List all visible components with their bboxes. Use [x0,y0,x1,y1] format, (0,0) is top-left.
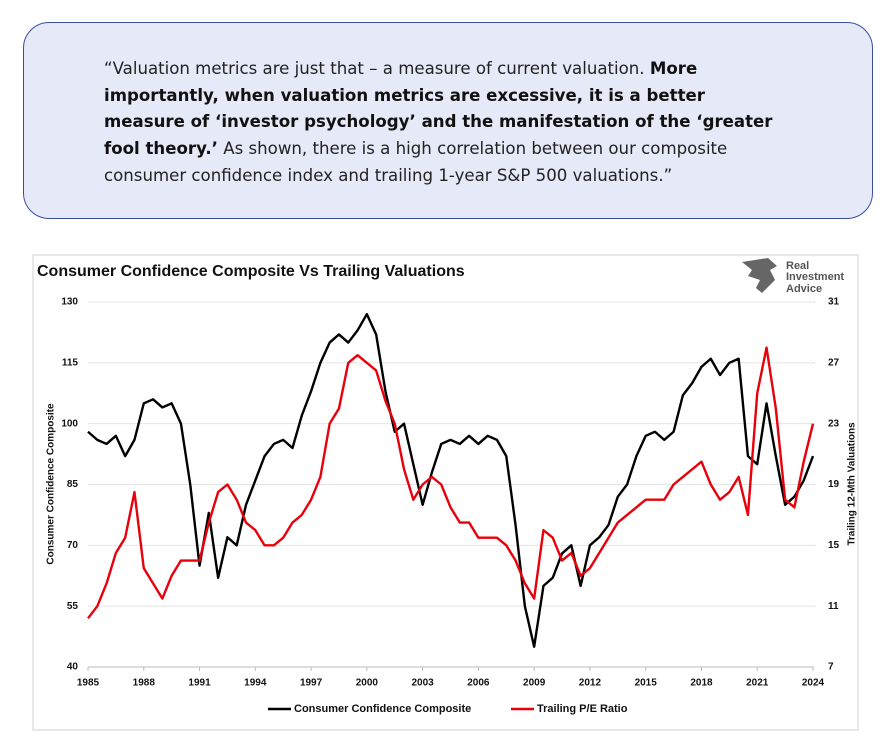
y2-tick-label: 19 [828,479,840,490]
x-tick-label: 2006 [467,678,490,689]
x-tick-label: 1991 [188,678,211,689]
series-line [87,346,815,620]
x-tick-label: 1985 [77,678,100,689]
x-tick-label: 1994 [244,678,267,689]
y-tick-label: 70 [67,540,79,551]
x-tick-label: 1997 [300,678,323,689]
y2-tick-label: 11 [828,601,839,612]
x-tick-label: 2024 [802,678,825,689]
chart-title: Consumer Confidence Composite Vs Trailin… [37,263,465,280]
y-tick-label: 100 [61,418,78,429]
y2-tick-label: 27 [828,357,840,368]
series-line [87,312,815,648]
x-tick-label: 2003 [411,678,434,689]
x-tick-label: 2000 [356,678,379,689]
y-tick-label: 55 [67,601,79,612]
y2-tick-label: 31 [828,297,840,308]
quote-segment: As shown, there is a high correlation be… [104,139,728,185]
quote-segment: “Valuation metrics are just that – a mea… [104,59,650,78]
y-tick-label: 40 [67,662,79,673]
legend-label: Consumer Confidence Composite [294,703,471,715]
quote-text: “Valuation metrics are just that – a mea… [104,56,776,190]
legend-label: Trailing P/E Ratio [537,703,628,715]
x-tick-label: 2012 [579,678,602,689]
chart-frame [32,254,859,731]
logo-icon [742,258,777,293]
quote-box: “Valuation metrics are just that – a mea… [23,22,873,219]
y-tick-label: 85 [67,479,79,490]
x-tick-label: 2021 [746,678,769,689]
y2-tick-label: 7 [828,662,834,673]
x-tick-label: 2015 [635,678,658,689]
logo-text: Advice [786,283,822,295]
y-tick-label: 115 [62,357,79,368]
y-axis-label: Consumer Confidence Composite [46,403,57,565]
x-tick-label: 2009 [523,678,546,689]
y-tick-label: 130 [61,297,78,308]
x-tick-label: 2018 [690,678,713,689]
x-tick-label: 1988 [133,678,156,689]
y2-tick-label: 23 [828,418,840,429]
quote-segment: More importantly, when valuation metrics… [104,59,773,159]
y2-axis-label: Trailing 12-Mth Valuations [847,422,858,546]
logo-text: Real [786,260,809,272]
logo-text: Investment [786,271,844,283]
y2-tick-label: 15 [828,540,840,551]
